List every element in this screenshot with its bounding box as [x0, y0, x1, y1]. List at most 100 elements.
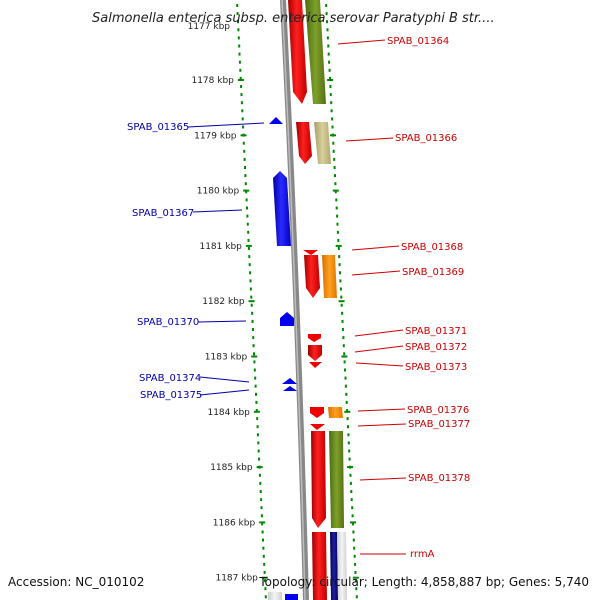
gene-label-spab-01370[interactable]: SPAB_01370 — [137, 317, 199, 328]
gene-label-spab-01365[interactable]: SPAB_01365 — [127, 122, 189, 133]
ring-dot-right — [347, 425, 349, 429]
gene-label-spab-01375[interactable]: SPAB_01375 — [140, 390, 202, 401]
gene-feature-spab-01366-partner[interactable] — [314, 122, 331, 164]
ring-dot-right — [335, 206, 338, 210]
ring-dot-left — [244, 182, 247, 186]
gene-feature-spab-01375[interactable] — [283, 386, 297, 391]
ring-dot-left — [255, 392, 257, 396]
ring-dot-right — [329, 76, 331, 80]
ring-dot-right — [339, 287, 342, 291]
ring-dot-left — [245, 198, 248, 202]
leader-line-spab-01378 — [359, 477, 407, 481]
ring-dot-left — [246, 206, 248, 210]
scale-tick-mark-right — [330, 134, 336, 137]
gene-feature-spab-01378-partner[interactable] — [329, 431, 344, 528]
scale-tick-mark-right — [347, 466, 354, 469]
map-title: Salmonella enterica subsp. enterica sero… — [92, 11, 495, 26]
ring-dot-right — [340, 295, 343, 299]
gene-feature-spab-01371[interactable] — [308, 334, 321, 342]
ring-dot-right — [352, 530, 355, 534]
gene-feature-spab-01370[interactable] — [280, 312, 294, 326]
scale-tick-label: 1182 kbp — [202, 297, 245, 307]
gene-label-spab-01372[interactable]: SPAB_01372 — [405, 342, 467, 353]
ring-dot-right — [338, 263, 341, 267]
ring-dot-left — [237, 36, 240, 40]
gene-label-spab-01376[interactable]: SPAB_01376 — [407, 405, 469, 416]
scale-tick-mark — [237, 79, 244, 81]
gene-feature-spab-01373[interactable] — [309, 362, 322, 368]
scale-tick-label: 1179 kbp — [194, 131, 237, 141]
gene-labels: SPAB_01364 SPAB_01365 SPAB_01366 SPAB_01… — [127, 36, 470, 560]
ring-dot-left — [258, 473, 261, 477]
scale-tick-label: 1186 kbp — [213, 518, 256, 528]
gene-feature-rrma-grey[interactable] — [337, 532, 347, 600]
gene-feature-spab-01372[interactable] — [308, 345, 322, 361]
ring-dot-right — [336, 230, 339, 234]
gene-label-spab-01377[interactable]: SPAB_01377 — [408, 419, 470, 430]
ring-dot-right — [330, 109, 333, 113]
scale-tick-mark-right — [341, 355, 348, 358]
gene-label-spab-01366[interactable]: SPAB_01366 — [395, 133, 457, 144]
ring-dot-left — [248, 255, 251, 259]
gene-feature-spab-01366[interactable] — [296, 122, 312, 164]
ring-dot-left — [241, 109, 244, 113]
ring-dot-left — [246, 214, 249, 218]
ring-dot-left — [255, 400, 258, 404]
ring-dot-left — [242, 125, 245, 129]
leader-line-spab-01372 — [354, 345, 404, 353]
ring-dot-left — [263, 571, 266, 574]
ring-dot-left — [259, 490, 262, 493]
gene-feature-spab-01369-partner[interactable] — [322, 255, 337, 298]
scale-tick-mark — [243, 189, 250, 192]
ring-dot-left — [243, 157, 246, 161]
gene-feature-spab-01377[interactable] — [310, 424, 325, 430]
gene-feature-spab-01376-partner[interactable] — [328, 407, 343, 418]
ring-dot-left — [260, 498, 263, 502]
ring-dot-left — [256, 417, 259, 421]
gene-label-spab-01374[interactable]: SPAB_01374 — [139, 373, 201, 384]
ring-dot-left — [252, 336, 255, 340]
gene-label-spab-01367[interactable]: SPAB_01367 — [132, 208, 194, 219]
ring-dot-left — [258, 457, 261, 461]
ring-dot-left — [237, 28, 240, 32]
gene-feature-spab-01378[interactable] — [311, 431, 326, 528]
gene-feature-spab-01376[interactable] — [310, 407, 324, 418]
ring-dot-right — [329, 85, 332, 88]
ring-dot-right — [329, 93, 332, 97]
gene-feature-rrma-partner[interactable] — [330, 532, 338, 600]
leader-line-spab-01373 — [355, 362, 404, 367]
ring-dot-left — [239, 68, 242, 72]
ring-dot-right — [334, 190, 337, 194]
ring-dot-right — [348, 457, 351, 461]
ring-dot-right — [333, 157, 336, 161]
scale-tick-mark-right — [352, 576, 359, 579]
ring-dot-right — [355, 587, 358, 591]
scale-tick-mark — [240, 134, 247, 137]
ring-dot-left — [253, 352, 255, 356]
bottom-feature-blue — [285, 594, 298, 600]
gene-feature-spab-01368[interactable] — [303, 250, 318, 255]
gene-label-spab-01371[interactable]: SPAB_01371 — [405, 326, 467, 337]
gene-label-spab-01378[interactable]: SPAB_01378 — [408, 473, 470, 484]
gene-label-rrma[interactable]: rrmA — [410, 549, 435, 560]
gene-label-spab-01364[interactable]: SPAB_01364 — [387, 36, 449, 47]
gene-label-spab-01368[interactable]: SPAB_01368 — [401, 242, 463, 253]
leader-line-spab-01371 — [354, 329, 404, 337]
ring-dot-left — [247, 247, 250, 250]
gene-label-spab-01369[interactable]: SPAB_01369 — [402, 267, 464, 278]
gene-feature-spab-01367[interactable] — [273, 171, 291, 246]
ring-dot-right — [347, 441, 350, 445]
gene-label-spab-01373[interactable]: SPAB_01373 — [405, 362, 467, 373]
gene-feature-spab-01369[interactable] — [304, 255, 320, 298]
gene-feature-spab-01374[interactable] — [282, 378, 297, 384]
scale-tick-mark-right — [344, 410, 351, 413]
ring-dot-right — [325, 4, 328, 7]
scale-tick-label: 1180 kbp — [197, 187, 240, 197]
gene-feature-spab-01365[interactable] — [269, 117, 283, 124]
gene-feature-rrma[interactable] — [312, 532, 327, 600]
gene-feature-spab-01364-partner[interactable] — [305, 0, 326, 104]
ring-dot-right — [352, 522, 354, 526]
gene-feature-spab-01364[interactable] — [288, 0, 307, 104]
ring-dot-right — [345, 400, 348, 404]
